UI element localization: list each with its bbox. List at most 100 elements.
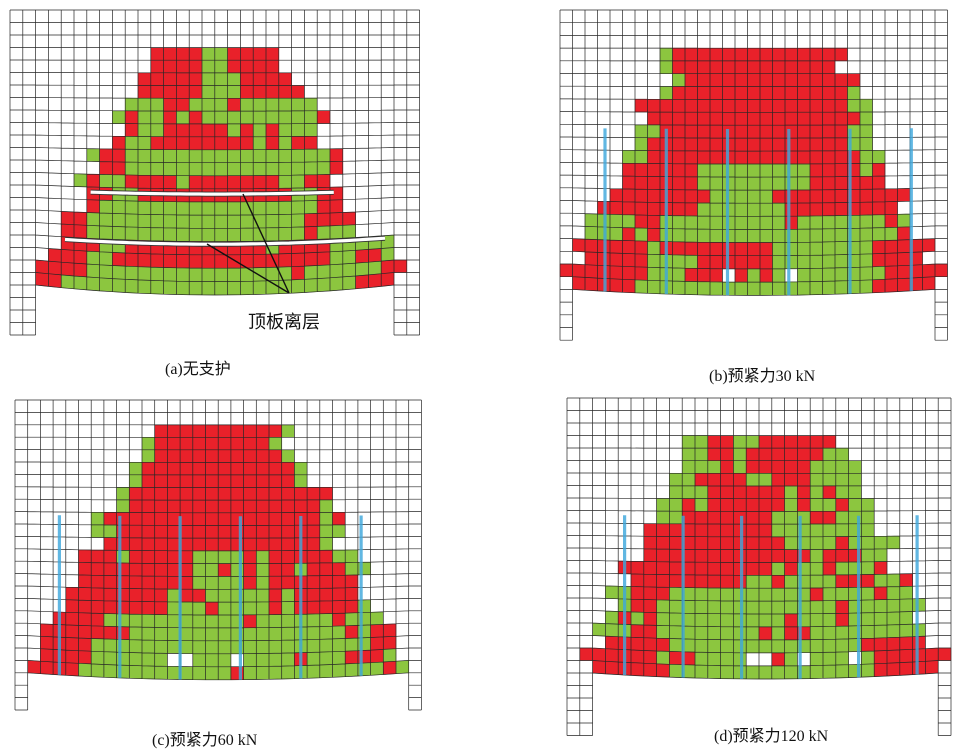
failure-cell-green bbox=[672, 73, 686, 87]
failure-cell-green bbox=[859, 124, 873, 138]
failure-cell-green bbox=[822, 254, 836, 269]
failure-cell-red bbox=[797, 189, 811, 204]
failure-cell-red bbox=[810, 447, 824, 461]
failure-cell-red bbox=[684, 60, 698, 74]
failure-cell-green bbox=[125, 279, 139, 294]
failure-cell-green bbox=[733, 600, 747, 615]
failure-cell-red bbox=[694, 523, 708, 537]
failure-cell-green bbox=[874, 536, 888, 550]
failure-cell-green bbox=[772, 281, 786, 296]
failure-cell-red bbox=[669, 574, 683, 588]
mesh-grid bbox=[9, 9, 420, 336]
failure-cell-red bbox=[332, 562, 346, 576]
failure-cell-green bbox=[240, 149, 254, 163]
failure-cell-green bbox=[734, 202, 748, 217]
failure-cell-green bbox=[112, 278, 126, 293]
failure-cell-red bbox=[899, 636, 913, 651]
failure-cell-red bbox=[205, 537, 219, 552]
failure-cell-red bbox=[345, 599, 359, 614]
failure-cell-red bbox=[861, 638, 875, 652]
failure-cell-red bbox=[822, 189, 836, 203]
failure-cell-red bbox=[256, 537, 270, 551]
failure-cell-red bbox=[874, 586, 888, 600]
failure-cell-red bbox=[925, 647, 939, 662]
failure-cell-red bbox=[697, 189, 711, 204]
failure-cell-red bbox=[163, 98, 177, 112]
failure-cell-green bbox=[201, 85, 215, 99]
failure-cell-red bbox=[278, 85, 292, 99]
failure-cell-green bbox=[771, 626, 785, 641]
failure-cell-red bbox=[771, 549, 785, 563]
failure-cell-red bbox=[218, 462, 232, 476]
failure-cell-green bbox=[304, 110, 318, 124]
failure-cell-red bbox=[214, 175, 228, 189]
failure-cell-red bbox=[634, 214, 648, 229]
failure-cell-red bbox=[243, 499, 257, 513]
failure-cell-red bbox=[759, 125, 773, 139]
failure-cell-red bbox=[281, 575, 295, 590]
failure-cell-red bbox=[304, 226, 318, 241]
failure-cell-green bbox=[809, 268, 823, 282]
failure-cell-red bbox=[771, 460, 785, 474]
failure-cell-green bbox=[758, 600, 772, 615]
failure-cell-red bbox=[281, 537, 295, 551]
failure-cell-green bbox=[758, 665, 772, 680]
failure-cell-green bbox=[861, 523, 875, 537]
failure-cell-green bbox=[214, 281, 228, 296]
failure-cell-red bbox=[189, 72, 203, 86]
failure-cell-red bbox=[746, 498, 760, 512]
failure-cell-red bbox=[304, 136, 318, 150]
failure-cell-red bbox=[103, 562, 117, 576]
failure-cell-green bbox=[772, 176, 786, 191]
failure-zone bbox=[35, 47, 407, 296]
failure-cell-green bbox=[381, 247, 395, 262]
failure-cell-red bbox=[253, 175, 267, 189]
failure-cell-green bbox=[707, 613, 721, 627]
failure-cell-red bbox=[265, 175, 279, 189]
failure-cell-red bbox=[40, 623, 54, 638]
failure-zone bbox=[559, 47, 948, 296]
failure-cell-green bbox=[125, 213, 139, 228]
failure-cell-green bbox=[797, 242, 811, 256]
failure-cell-green bbox=[73, 275, 87, 291]
failure-cell-red bbox=[179, 550, 193, 564]
failure-cell-red bbox=[167, 537, 181, 551]
failure-cell-green bbox=[707, 587, 721, 602]
failure-cell-green bbox=[797, 176, 811, 191]
failure-cell-red bbox=[383, 623, 397, 638]
failure-cell-green bbox=[669, 498, 683, 512]
failure-cell-red bbox=[189, 254, 203, 269]
failure-cell-red bbox=[797, 435, 811, 449]
failure-cell-green bbox=[861, 650, 875, 665]
failure-cell-red bbox=[167, 462, 181, 476]
failure-cell-green bbox=[214, 110, 228, 125]
failure-cell-red bbox=[912, 661, 926, 675]
failure-cell-red bbox=[709, 255, 723, 269]
failure-cell-green bbox=[189, 267, 203, 282]
failure-cell-green bbox=[86, 212, 100, 227]
failure-cell-green bbox=[201, 214, 215, 229]
failure-cell-red bbox=[345, 587, 359, 601]
failure-cell-green bbox=[240, 162, 254, 176]
failure-cell-red bbox=[720, 536, 734, 550]
failure-cell-red bbox=[243, 462, 257, 476]
failure-cell-red bbox=[163, 136, 177, 150]
failure-cell-red bbox=[605, 635, 619, 650]
failure-cell-red bbox=[65, 587, 79, 601]
failure-cell-red bbox=[304, 213, 318, 228]
failure-cell-green bbox=[218, 576, 232, 590]
failure-cell-red bbox=[822, 124, 836, 139]
failure-cell-green bbox=[784, 485, 798, 499]
failure-cell-red bbox=[709, 73, 723, 87]
failure-cell-red bbox=[230, 499, 244, 513]
failure-cell-green bbox=[268, 665, 282, 680]
failure-cell-green bbox=[682, 473, 696, 487]
failure-cell-red bbox=[822, 73, 836, 87]
failure-cell-green bbox=[669, 612, 683, 627]
failure-cell-green bbox=[848, 498, 862, 512]
failure-cell-green bbox=[141, 449, 155, 463]
failure-cell-green bbox=[243, 601, 257, 616]
failure-cell-red bbox=[230, 424, 244, 438]
failure-cell-red bbox=[707, 435, 721, 449]
failure-cell-red bbox=[230, 437, 244, 450]
